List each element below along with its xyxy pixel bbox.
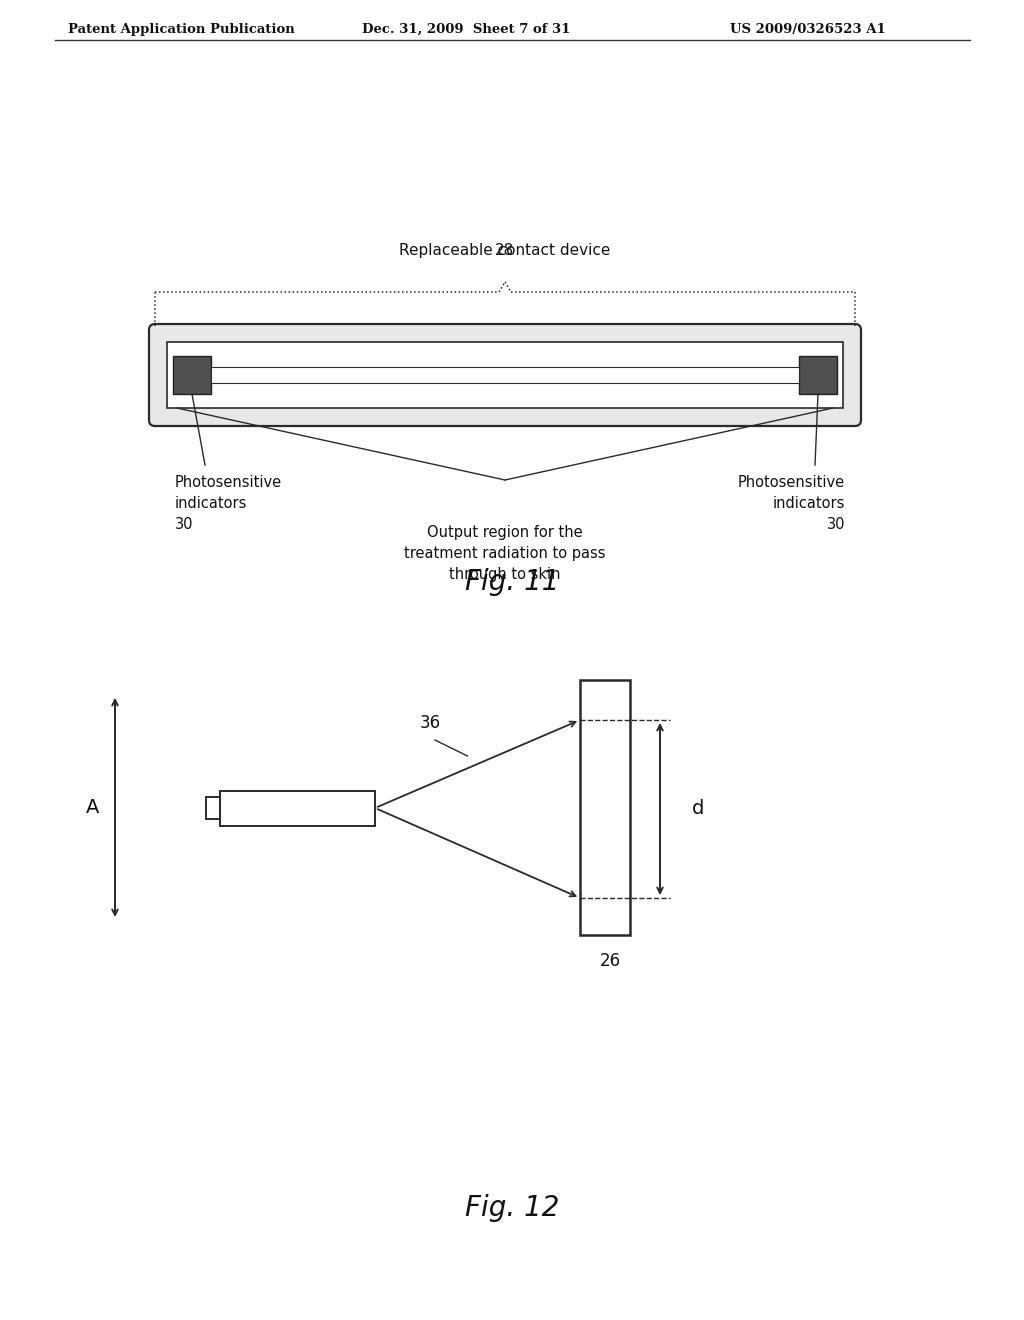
- Text: Fig. 12: Fig. 12: [465, 1195, 559, 1222]
- Text: Replaceable contact device: Replaceable contact device: [399, 243, 610, 257]
- Text: Output region for the
treatment radiation to pass
through to skin: Output region for the treatment radiatio…: [404, 525, 606, 582]
- Bar: [799, 356, 837, 393]
- Bar: [167, 342, 843, 408]
- Text: US 2009/0326523 A1: US 2009/0326523 A1: [730, 22, 886, 36]
- Bar: [211, 367, 799, 383]
- Bar: [173, 356, 211, 393]
- Text: 28: 28: [496, 226, 515, 257]
- Text: 26: 26: [599, 952, 621, 970]
- Text: 36: 36: [420, 714, 440, 733]
- Text: Photosensitive
indicators
30: Photosensitive indicators 30: [175, 475, 283, 532]
- Text: Patent Application Publication: Patent Application Publication: [68, 22, 295, 36]
- Bar: [206, 797, 220, 818]
- FancyBboxPatch shape: [150, 323, 861, 426]
- Bar: [220, 791, 375, 825]
- Text: Fig. 11: Fig. 11: [465, 568, 559, 597]
- Text: Photosensitive
indicators
30: Photosensitive indicators 30: [738, 475, 845, 532]
- Bar: [580, 680, 630, 935]
- Text: Dec. 31, 2009  Sheet 7 of 31: Dec. 31, 2009 Sheet 7 of 31: [362, 22, 570, 36]
- Text: A: A: [86, 799, 99, 817]
- Text: d: d: [692, 800, 705, 818]
